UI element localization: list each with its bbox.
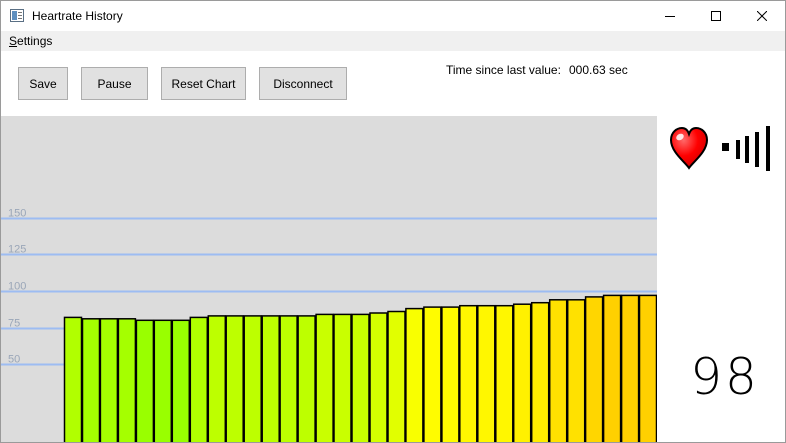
chart-bar [566, 299, 586, 442]
menu-item-settings[interactable]: Settings [9, 34, 53, 48]
chart-bar [530, 301, 550, 442]
chart-bar [620, 294, 640, 442]
chart-bar [477, 304, 496, 442]
reset-chart-button[interactable]: Reset Chart [161, 67, 246, 100]
save-button[interactable]: Save [18, 67, 68, 100]
chart-bar [261, 315, 280, 442]
chart-bar [405, 307, 424, 442]
chart-bar [297, 315, 316, 442]
chart-bar [512, 303, 532, 442]
window-title: Heartrate History [32, 9, 123, 23]
chart-bar [441, 306, 460, 442]
maximize-button[interactable] [693, 1, 739, 31]
chart-bar [99, 318, 119, 442]
chart-bar [243, 315, 262, 442]
chart-bar [315, 313, 334, 442]
chart-bar [638, 294, 657, 442]
close-button[interactable] [739, 1, 785, 31]
chart-bar [117, 318, 137, 442]
heartrate-chart: 50 75 100 125 150 [1, 116, 657, 442]
signal-strength-icon [722, 126, 770, 171]
current-bpm-value: 98 [690, 348, 760, 406]
maximize-icon [711, 11, 721, 21]
title-bar[interactable]: Heartrate History [1, 1, 785, 31]
chart-bar [153, 319, 173, 442]
menu-bar: Settings [1, 31, 785, 51]
chart-bar [602, 294, 622, 442]
chart-bar [225, 315, 244, 442]
chart-bar [171, 319, 191, 442]
chart-bar [548, 299, 568, 442]
chart-bar [279, 315, 298, 442]
minimize-icon [665, 16, 675, 17]
y-tick-label: 150 [8, 208, 26, 220]
y-tick-label: 75 [8, 318, 20, 330]
chart-bar [387, 310, 406, 442]
chart-bar [495, 304, 514, 442]
chart-bar [369, 312, 388, 442]
chart-bar [63, 316, 83, 442]
chart-bar [423, 306, 442, 442]
y-tick-label: 125 [8, 244, 26, 256]
chart-bar [459, 304, 478, 442]
y-tick-label: 50 [8, 354, 20, 366]
chart-bar [81, 318, 101, 442]
minimize-button[interactable] [647, 1, 693, 31]
chart-bar [584, 296, 604, 442]
chart-bar [135, 319, 155, 442]
time-since-value: 000.63 sec [569, 63, 628, 77]
chart-bar [189, 316, 209, 442]
app-window-icon [10, 9, 24, 22]
chart-bar [351, 313, 370, 442]
chart-bar [333, 313, 352, 442]
status-panel: 98 [657, 116, 785, 442]
chart-bar [207, 315, 227, 442]
heart-icon [669, 126, 709, 170]
close-icon [757, 11, 767, 21]
pause-button[interactable]: Pause [81, 67, 148, 100]
time-since-label: Time since last value: [446, 63, 561, 77]
heartrate-chart-svg: 50 75 100 125 150 [1, 208, 657, 442]
disconnect-button[interactable]: Disconnect [259, 67, 347, 100]
y-tick-label: 100 [8, 281, 26, 293]
